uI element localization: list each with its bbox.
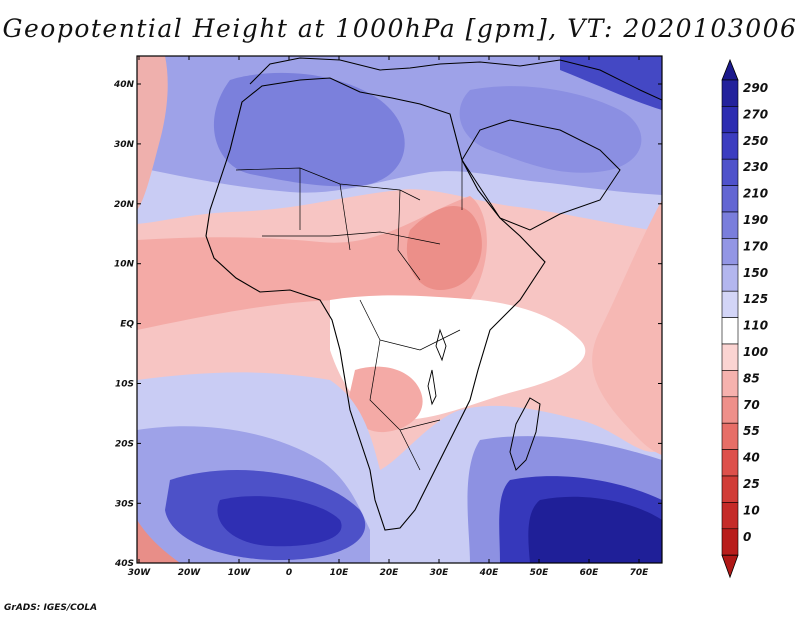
- colorbar-label: 100: [743, 345, 768, 359]
- madagascar-coastline: [509, 397, 541, 471]
- plot-frame: [136, 55, 663, 564]
- colorbar-label: 170: [743, 239, 768, 253]
- map-title: Geopotential Height at 1000hPa [gpm], VT…: [2, 14, 798, 43]
- arabian-peninsula-coastline: [461, 119, 621, 231]
- colorbar-label: 55: [743, 424, 760, 438]
- colorbar-top-arrow: [721, 58, 739, 81]
- colorbar-label: 230: [743, 160, 768, 174]
- colorbar-swatch: [721, 502, 739, 530]
- colorbar-swatch: [721, 185, 739, 213]
- colorbar-bottom-arrow: [721, 554, 739, 579]
- colorbar-swatch: [721, 475, 739, 503]
- y-tick-label: 30S: [115, 499, 134, 509]
- colorbar-swatch: [721, 132, 739, 160]
- sudan-high-area: [406, 205, 482, 290]
- europe-coastline: [249, 57, 662, 101]
- x-axis-ticks: 30W 20W 10W 0 10E 20E 30E 40E 50E 60E 70E: [128, 56, 649, 578]
- arabia-low-area: [459, 86, 642, 173]
- southwest-corner-high: [137, 520, 180, 563]
- y-tick-label: 30N: [114, 140, 135, 150]
- colorbar-label: 110: [743, 319, 768, 333]
- colorbar-label: 190: [743, 213, 768, 227]
- colorbar: 2902702502302101901701501251101008570554…: [721, 58, 768, 579]
- colorbar-label: 40: [742, 451, 760, 465]
- grads-credit: GrADS: IGES/COLA: [4, 603, 98, 613]
- x-tick-label: 0: [286, 568, 292, 578]
- colorbar-label: 210: [743, 187, 768, 201]
- colorbar-label: 85: [743, 371, 760, 385]
- colorbar-label: 0: [743, 530, 751, 544]
- southeast-deepest-core: [528, 496, 662, 563]
- y-axis-ticks: 40N 30N 20N 10N EQ 10S 20S 30S 40S: [113, 80, 662, 569]
- colorbar-swatch: [721, 449, 739, 477]
- colorbar-swatch: [721, 317, 739, 345]
- colorbar-swatch: [721, 422, 739, 450]
- colorbar-label: 10: [743, 503, 760, 517]
- colorbar-label: 270: [743, 107, 768, 121]
- colorbar-label: 290: [743, 81, 768, 95]
- northwest-high-area: [137, 56, 168, 210]
- southwest-deepest-core: [217, 496, 342, 547]
- colorbar-swatch: [721, 158, 739, 186]
- colorbar-swatch: [721, 370, 739, 398]
- x-tick-label: 40E: [479, 568, 500, 578]
- x-tick-label: 20E: [380, 568, 400, 578]
- x-tick-label: 30W: [128, 568, 152, 578]
- colorbar-swatch: [721, 528, 739, 556]
- north-africa-low-area: [213, 72, 405, 187]
- x-tick-label: 50E: [530, 568, 550, 578]
- x-tick-label: 10E: [330, 568, 350, 578]
- northeast-deep-low: [560, 56, 662, 110]
- x-tick-label: 70E: [630, 568, 650, 578]
- x-tick-label: 30E: [430, 568, 450, 578]
- colorbar-swatch: [721, 211, 739, 239]
- colorbar-label: 125: [743, 292, 768, 306]
- colorbar-label: 70: [743, 398, 760, 412]
- great-lakes: [427, 328, 447, 406]
- indian-ocean-high-area: [592, 200, 662, 455]
- y-tick-label: 20S: [115, 439, 134, 449]
- y-tick-label: 40S: [114, 559, 134, 569]
- y-tick-label: 10S: [115, 380, 134, 390]
- colorbar-swatch: [721, 290, 739, 318]
- colorbar-swatch: [721, 396, 739, 424]
- y-tick-label: 40N: [113, 80, 135, 90]
- colorbar-swatch: [721, 106, 739, 134]
- colorbar-swatch: [721, 79, 739, 107]
- geopotential-field: [137, 56, 662, 563]
- y-tick-label: 20N: [114, 200, 135, 210]
- africa-coastline: [205, 77, 546, 531]
- colorbar-swatch: [721, 264, 739, 292]
- colorbar-label: 250: [743, 134, 768, 148]
- angola-high-area: [349, 366, 423, 433]
- y-tick-label: EQ: [120, 320, 134, 330]
- y-tick-label: 10N: [114, 260, 135, 270]
- country-borders: [235, 160, 463, 471]
- colorbar-swatch: [721, 238, 739, 266]
- x-tick-label: 60E: [580, 568, 600, 578]
- coastlines: [205, 57, 662, 531]
- x-tick-label: 20W: [178, 568, 202, 578]
- colorbar-label: 150: [743, 266, 768, 280]
- colorbar-swatch: [721, 343, 739, 371]
- colorbar-label: 25: [743, 477, 760, 491]
- x-tick-label: 10W: [228, 568, 252, 578]
